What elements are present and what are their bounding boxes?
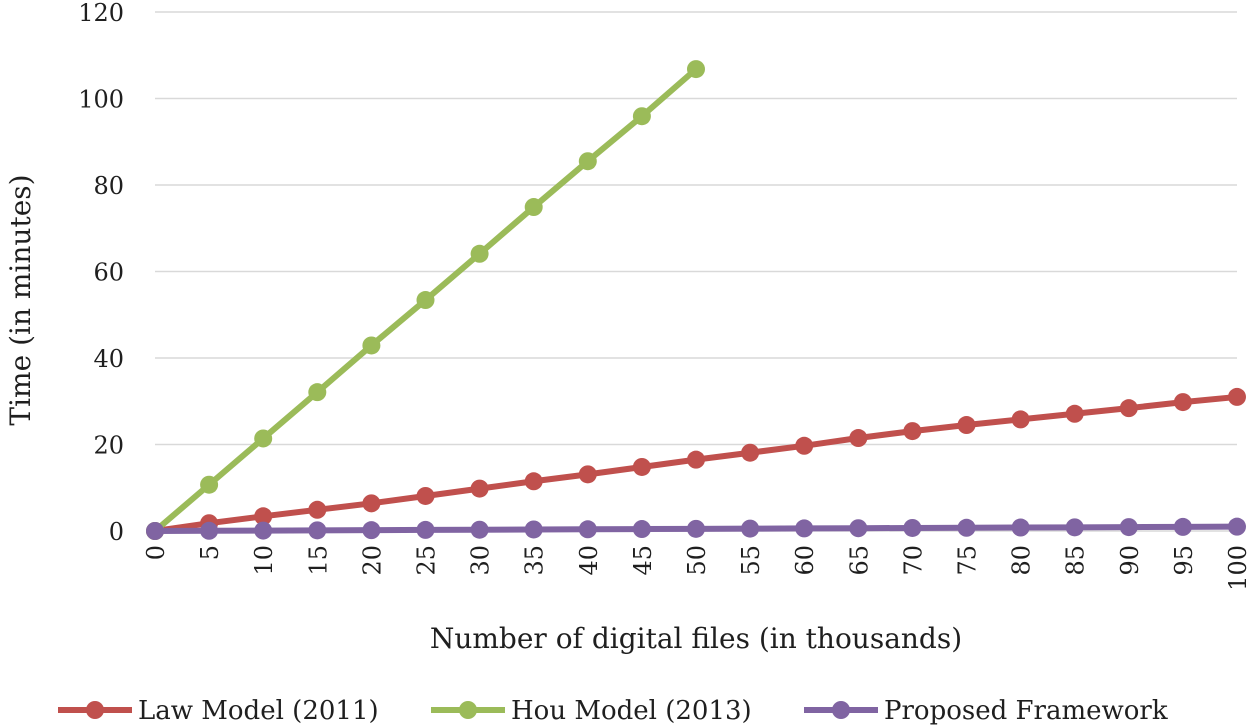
x-tick-label: 25 [413, 545, 441, 576]
x-tick-label: 100 [1224, 545, 1250, 591]
x-tick-label: 85 [1062, 545, 1090, 576]
y-tick-label: 0 [109, 518, 124, 546]
data-point [470, 520, 489, 539]
x-tick-label: 95 [1170, 545, 1198, 576]
series-layer [146, 60, 1246, 540]
x-tick-label: 55 [737, 545, 765, 576]
legend-item: Hou Model (2013) [431, 696, 752, 726]
data-point [524, 198, 543, 217]
data-point [687, 450, 705, 469]
legend-item: Proposed Framework [804, 696, 1168, 726]
x-axis-title: Number of digital files (in thousands) [430, 622, 962, 655]
data-point [1011, 410, 1030, 429]
x-tick-label: 30 [467, 545, 495, 576]
data-point [632, 107, 651, 126]
data-point [470, 479, 489, 498]
data-point [1065, 518, 1084, 537]
data-point [254, 429, 273, 448]
data-point [524, 472, 543, 491]
data-point [1228, 387, 1246, 406]
data-point [578, 152, 597, 171]
data-point [254, 507, 273, 526]
legend-swatch-marker [459, 701, 477, 719]
data-point [795, 519, 814, 538]
x-tick-label: 15 [304, 545, 332, 576]
legend-label: Proposed Framework [884, 696, 1168, 726]
data-point [741, 443, 760, 462]
legend-label: Hou Model (2013) [511, 696, 752, 726]
data-point [578, 520, 597, 539]
x-tick-label: 0 [142, 545, 170, 560]
data-point [200, 475, 219, 494]
legend-swatch-marker [832, 701, 850, 719]
y-tick-label: 100 [78, 86, 124, 114]
x-tick-label: 10 [250, 545, 278, 576]
data-point [687, 60, 705, 79]
x-tick-label: 60 [791, 545, 819, 576]
x-tick-label: 35 [521, 545, 549, 576]
data-point [632, 520, 651, 539]
legend: Law Model (2011) Hou Model (2013) Proposed… [58, 696, 1168, 726]
data-point [416, 520, 435, 539]
data-point [849, 519, 868, 538]
data-point [632, 457, 651, 476]
data-point [1065, 404, 1084, 423]
data-point [308, 500, 327, 519]
data-point [200, 521, 219, 540]
data-point [308, 521, 327, 540]
y-tick-label: 60 [93, 259, 124, 287]
legend-label: Law Model (2011) [138, 696, 379, 726]
data-point [362, 521, 381, 540]
y-tick-labels: 0 20 40 60 80 100 120 [78, 0, 124, 546]
data-point [146, 522, 164, 540]
x-tick-label: 90 [1116, 545, 1144, 576]
data-point [957, 416, 976, 435]
data-point [741, 519, 760, 538]
y-tick-label: 40 [93, 345, 124, 373]
x-tick-labels: 0 5 10 15 20 25 30 35 40 45 50 55 60 65 70 75 80 85 90 95 10… [142, 545, 1250, 591]
x-tick-label: 75 [954, 545, 982, 576]
data-point [1119, 399, 1138, 418]
data-point [254, 521, 273, 540]
y-tick-label: 20 [93, 432, 124, 460]
y-tick-label: 80 [93, 172, 124, 200]
series-3 [146, 517, 1246, 540]
x-tick-label: 70 [899, 545, 927, 576]
x-tick-label: 20 [358, 545, 386, 576]
data-point [362, 336, 381, 355]
x-tick-label: 50 [683, 545, 711, 576]
data-point [524, 520, 543, 539]
x-tick-label: 80 [1008, 545, 1036, 576]
x-tick-label: 5 [196, 545, 224, 560]
x-tick-label: 40 [575, 545, 603, 576]
gridlines [155, 11, 1237, 532]
data-point [362, 494, 381, 513]
data-point [470, 244, 489, 263]
data-point [416, 291, 435, 310]
data-point [903, 422, 922, 441]
y-tick-label: 120 [78, 0, 124, 27]
data-point [687, 519, 705, 538]
data-point [957, 518, 976, 537]
legend-swatch-marker [86, 701, 104, 719]
data-point [578, 465, 597, 484]
data-point [308, 383, 327, 402]
data-point [416, 486, 435, 505]
series-1 [146, 387, 1246, 540]
data-point [1228, 517, 1246, 536]
series-2 [146, 60, 705, 540]
legend-item: Law Model (2011) [58, 696, 379, 726]
data-point [1011, 518, 1030, 537]
y-axis-title: Time (in minutes) [4, 174, 37, 425]
data-point [849, 429, 868, 448]
data-point [903, 518, 922, 537]
x-tick-label: 65 [845, 545, 873, 576]
data-point [1119, 518, 1138, 537]
data-point [1173, 393, 1192, 412]
data-point [795, 436, 814, 455]
x-tick-label: 45 [629, 545, 657, 576]
data-point [1173, 517, 1192, 536]
